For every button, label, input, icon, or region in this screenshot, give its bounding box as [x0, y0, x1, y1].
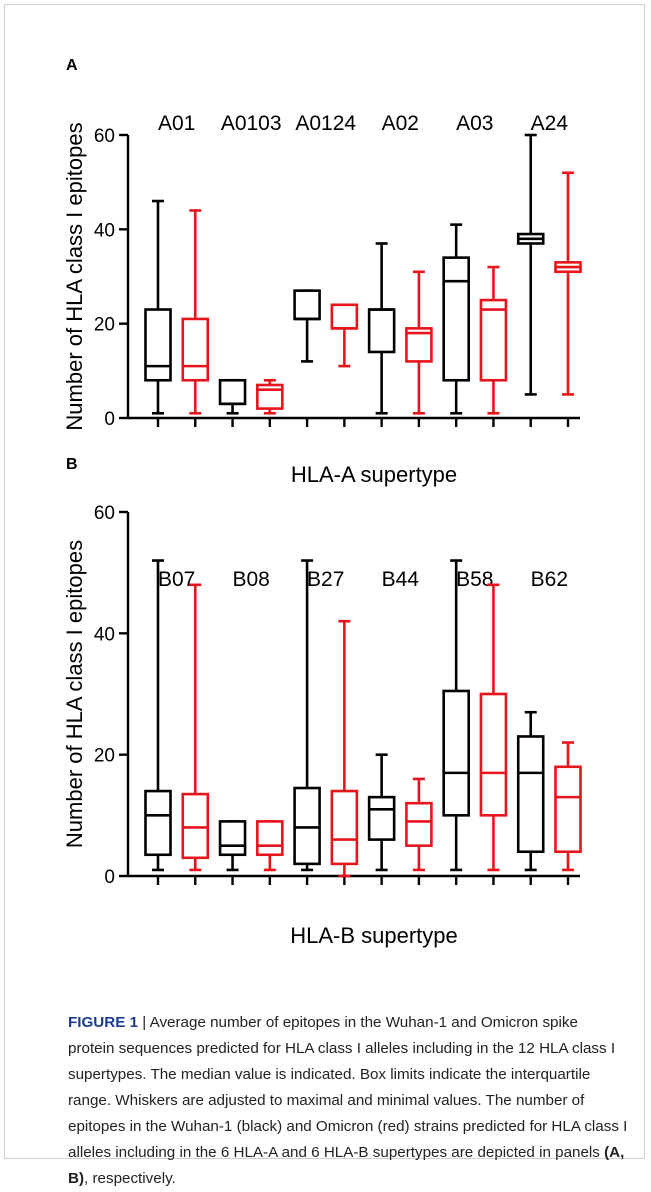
caption-separator: | [138, 1014, 150, 1031]
x-axis-label: HLA-B supertype [290, 923, 458, 948]
y-tick-label: 60 [94, 503, 115, 524]
box-iqr [181, 792, 210, 860]
box-iqr [367, 308, 396, 354]
group-label: B07 [158, 568, 195, 591]
y-tick-label: 20 [94, 746, 115, 767]
box-iqr [144, 308, 172, 382]
group-label: B27 [307, 568, 344, 591]
group-label: A0124 [295, 112, 356, 135]
caption-end-text: , respectively. [84, 1170, 176, 1187]
box-iqr [554, 765, 582, 854]
group-label: A0103 [221, 112, 282, 135]
group-label: A02 [382, 112, 419, 135]
group-label: B62 [531, 568, 568, 591]
group-label: B44 [382, 568, 420, 591]
box-iqr [330, 789, 359, 866]
panel-label: A [66, 57, 78, 74]
box-iqr [218, 378, 247, 406]
box-iqr [479, 692, 508, 817]
panel-label: B [66, 456, 78, 473]
group-label: B08 [232, 568, 269, 591]
box-iqr [516, 735, 545, 854]
box-iqr [218, 820, 247, 857]
box-iqr [256, 820, 284, 857]
y-tick-label: 40 [94, 624, 115, 645]
y-axis-label: Number of HLA class I epitopes [62, 122, 87, 430]
y-tick-label: 0 [104, 409, 115, 430]
caption-main-text: Average number of epitopes in the Wuhan-… [68, 1014, 628, 1161]
box-iqr [293, 289, 321, 321]
y-tick-label: 60 [94, 126, 115, 147]
figure-frame [4, 4, 645, 1159]
x-axis-label: HLA-A supertype [291, 462, 457, 487]
box-iqr [405, 801, 433, 847]
box-iqr [144, 789, 172, 857]
box-iqr [293, 786, 321, 866]
group-label: A24 [531, 112, 569, 135]
y-tick-label: 40 [94, 220, 115, 241]
box-iqr [330, 303, 359, 330]
box-iqr [442, 689, 470, 817]
group-label: A01 [158, 112, 195, 135]
y-tick-label: 0 [104, 867, 115, 888]
box-iqr [442, 256, 470, 382]
caption-figure-label: FIGURE 1 [68, 1014, 139, 1031]
y-tick-label: 20 [94, 315, 115, 336]
box-iqr [479, 298, 508, 382]
box-iqr [367, 795, 396, 841]
y-axis-label: Number of HLA class I epitopes [62, 540, 87, 848]
group-label: B58 [456, 568, 493, 591]
box-iqr [181, 317, 210, 382]
group-label: A03 [456, 112, 493, 135]
